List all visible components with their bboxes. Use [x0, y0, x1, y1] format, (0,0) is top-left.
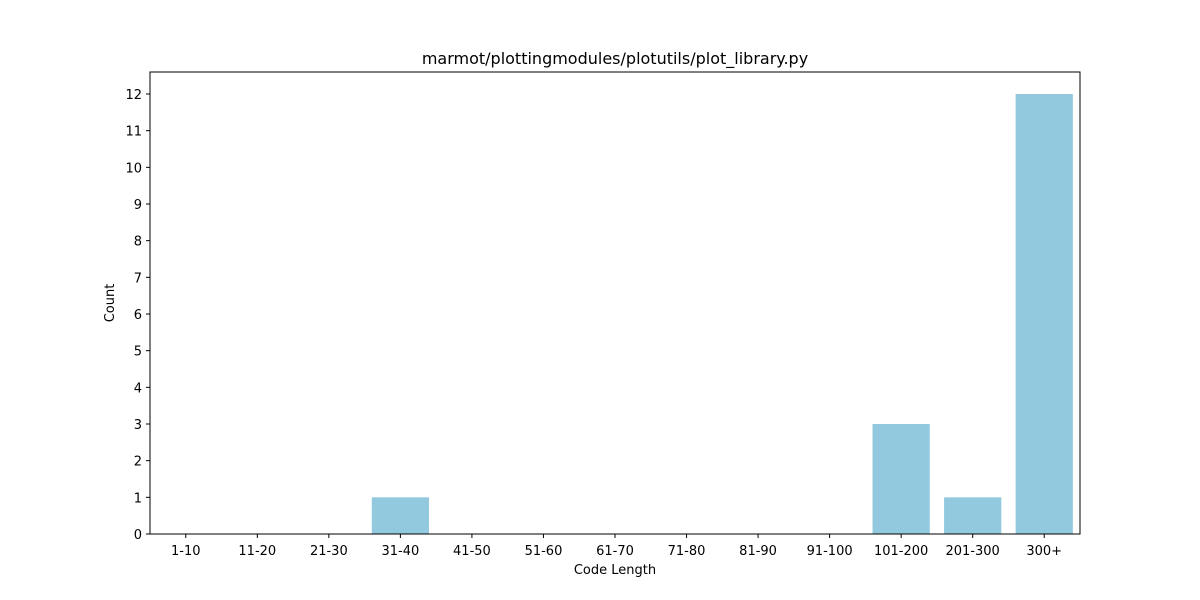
- x-tick-label: 71-80: [668, 544, 706, 559]
- y-tick-label: 12: [125, 88, 142, 103]
- x-tick-label: 61-70: [596, 544, 634, 559]
- bar-300+: [1015, 94, 1073, 534]
- x-axis-title: Code Length: [574, 563, 656, 578]
- x-tick-label: 300+: [1026, 544, 1062, 559]
- x-tick-label: 11-20: [238, 544, 276, 559]
- bar-31-40: [371, 497, 429, 534]
- bar-101-200: [872, 424, 930, 534]
- bar-201-300: [944, 497, 1002, 534]
- x-tick-label: 31-40: [381, 544, 419, 559]
- y-tick-label: 0: [134, 528, 142, 543]
- y-tick-label: 6: [134, 308, 142, 323]
- bars-layer: [371, 94, 1073, 534]
- x-axis: 1-10 11-20 21-30 31-40 41-50 51-60 61-70 71-80 8…: [171, 534, 1062, 559]
- x-tick-label: 91-100: [807, 544, 853, 559]
- x-tick-label: 21-30: [310, 544, 348, 559]
- x-tick-label: 1-10: [171, 544, 201, 559]
- x-tick-label: 201-300: [946, 544, 1000, 559]
- x-tick-label: 101-200: [874, 544, 928, 559]
- y-tick-label: 9: [134, 198, 142, 213]
- y-tick-label: 3: [134, 418, 142, 433]
- x-tick-label: 41-50: [453, 544, 491, 559]
- y-tick-label: 4: [134, 381, 142, 396]
- y-tick-label: 1: [134, 491, 142, 506]
- x-tick-label: 51-60: [525, 544, 563, 559]
- y-tick-label: 2: [134, 455, 142, 470]
- x-tick-label: 81-90: [739, 544, 777, 559]
- y-tick-label: 7: [134, 271, 142, 286]
- y-tick-label: 10: [125, 161, 142, 176]
- y-tick-label: 11: [125, 125, 142, 140]
- chart-title: marmot/plottingmodules/plotutils/plot_li…: [422, 49, 808, 69]
- y-tick-label: 8: [134, 235, 142, 250]
- y-axis-title: Count: [103, 284, 118, 323]
- y-tick-label: 5: [134, 345, 142, 360]
